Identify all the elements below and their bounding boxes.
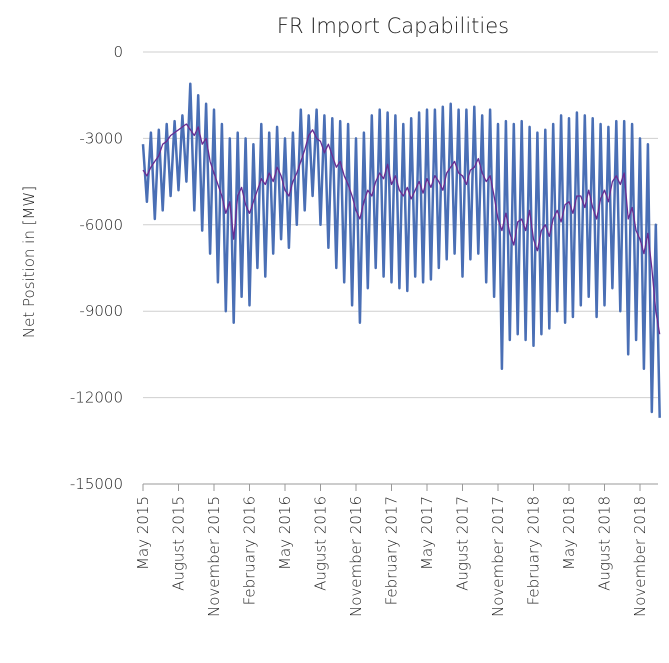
y-axis-label: Net Position in [MW] [20, 186, 38, 338]
x-tick-label: November 2017 [489, 496, 507, 617]
x-tick-label: November 2015 [205, 496, 223, 617]
x-tick-label: February 2017 [383, 496, 401, 605]
x-tick-label: February 2018 [525, 496, 543, 605]
x-tick-label: August 2018 [596, 496, 614, 591]
x-tick-label: May 2015 [134, 496, 152, 570]
y-tick-label: -6000 [79, 216, 123, 234]
x-tick-label: May 2016 [276, 496, 294, 570]
x-tick-label: November 2018 [631, 496, 649, 617]
y-tick-label: -12000 [70, 389, 123, 407]
y-tick-label: -9000 [79, 302, 123, 320]
chart-title: FR Import Capabilities [277, 14, 509, 38]
x-tick-label: August 2017 [454, 496, 472, 591]
y-tick-label: 0 [113, 43, 123, 61]
x-tick-label: May 2018 [560, 496, 578, 570]
y-tick-label: -3000 [79, 129, 123, 147]
x-tick-label: May 2017 [418, 496, 436, 570]
x-tick-label: August 2016 [312, 496, 330, 591]
x-tick-label: February 2016 [241, 496, 259, 605]
series-line [141, 82, 661, 418]
series-line [142, 123, 661, 335]
x-tick-label: August 2015 [170, 496, 188, 591]
x-tick-label: November 2016 [347, 496, 365, 617]
y-tick-label: -15000 [70, 475, 123, 493]
